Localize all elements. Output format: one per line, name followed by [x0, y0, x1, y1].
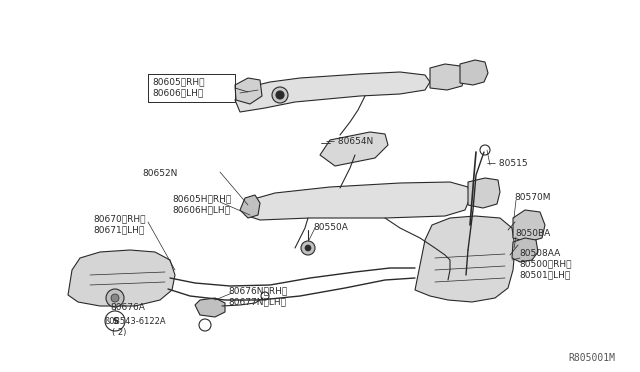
Text: 80570M: 80570M	[514, 192, 550, 202]
Polygon shape	[240, 195, 260, 218]
Circle shape	[301, 241, 315, 255]
Polygon shape	[195, 298, 225, 317]
Text: ß08543-6122A: ß08543-6122A	[104, 317, 166, 327]
Polygon shape	[512, 238, 538, 262]
Text: 80500〈RH〉: 80500〈RH〉	[519, 260, 572, 269]
Text: — 80654N: — 80654N	[326, 137, 373, 145]
Polygon shape	[68, 250, 175, 306]
Text: 80606H〈LH〉: 80606H〈LH〉	[172, 205, 230, 215]
Circle shape	[305, 245, 311, 251]
Text: ( 2): ( 2)	[112, 328, 126, 337]
Text: 80676A: 80676A	[110, 304, 145, 312]
Polygon shape	[415, 216, 515, 302]
Text: 80605〈RH〉: 80605〈RH〉	[152, 77, 205, 87]
Polygon shape	[460, 60, 488, 85]
Text: 80671〈LH〉: 80671〈LH〉	[93, 225, 144, 234]
Polygon shape	[430, 64, 465, 90]
Text: 80670〈RH〉: 80670〈RH〉	[93, 215, 145, 224]
Polygon shape	[468, 178, 500, 208]
Polygon shape	[513, 210, 545, 242]
Circle shape	[111, 294, 119, 302]
Text: 80508AA: 80508AA	[519, 248, 560, 257]
Text: — 80515: — 80515	[487, 158, 527, 167]
Text: 80652N: 80652N	[143, 169, 178, 177]
Polygon shape	[235, 78, 262, 104]
Text: R805001M: R805001M	[568, 353, 615, 363]
Polygon shape	[235, 72, 430, 112]
Text: S: S	[112, 317, 118, 326]
Circle shape	[106, 289, 124, 307]
Text: 8050BA: 8050BA	[515, 230, 550, 238]
Circle shape	[272, 87, 288, 103]
Text: 80676N〈RH〉: 80676N〈RH〉	[228, 286, 287, 295]
Circle shape	[276, 91, 284, 99]
Text: 80550A: 80550A	[313, 222, 348, 231]
Text: 80677N〈LH〉: 80677N〈LH〉	[228, 298, 286, 307]
Polygon shape	[245, 182, 470, 220]
Text: 80606〈LH〉: 80606〈LH〉	[152, 89, 204, 97]
Text: 80501〈LH〉: 80501〈LH〉	[519, 270, 570, 279]
Polygon shape	[320, 132, 388, 166]
Text: 80605H〈RH〉: 80605H〈RH〉	[172, 195, 231, 203]
